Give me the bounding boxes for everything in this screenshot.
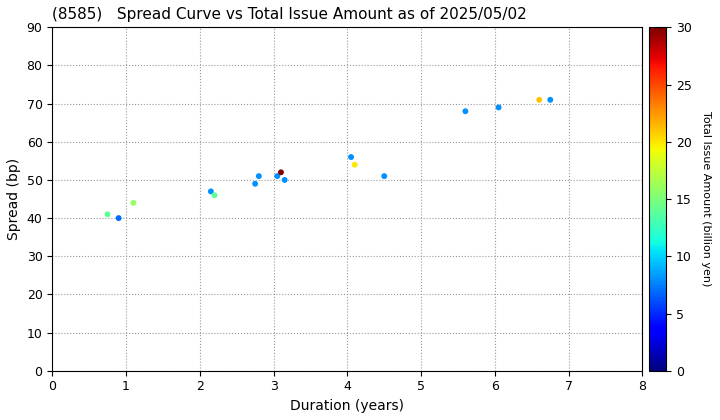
Point — [275, 169, 287, 176]
Y-axis label: Spread (bp): Spread (bp) — [7, 158, 21, 240]
Y-axis label: Total Issue Amount (billion yen): Total Issue Amount (billion yen) — [701, 111, 711, 287]
Point — [349, 161, 361, 168]
Point — [279, 176, 290, 183]
Text: (8585)   Spread Curve vs Total Issue Amount as of 2025/05/02: (8585) Spread Curve vs Total Issue Amoun… — [53, 7, 527, 22]
Point — [346, 154, 357, 160]
X-axis label: Duration (years): Duration (years) — [290, 399, 405, 413]
Point — [544, 97, 556, 103]
Point — [534, 97, 545, 103]
Point — [249, 181, 261, 187]
Point — [493, 104, 505, 111]
Point — [113, 215, 125, 221]
Point — [459, 108, 471, 115]
Point — [205, 188, 217, 195]
Point — [271, 173, 283, 179]
Point — [209, 192, 220, 199]
Point — [379, 173, 390, 179]
Point — [102, 211, 113, 218]
Point — [253, 173, 264, 179]
Point — [127, 200, 139, 206]
